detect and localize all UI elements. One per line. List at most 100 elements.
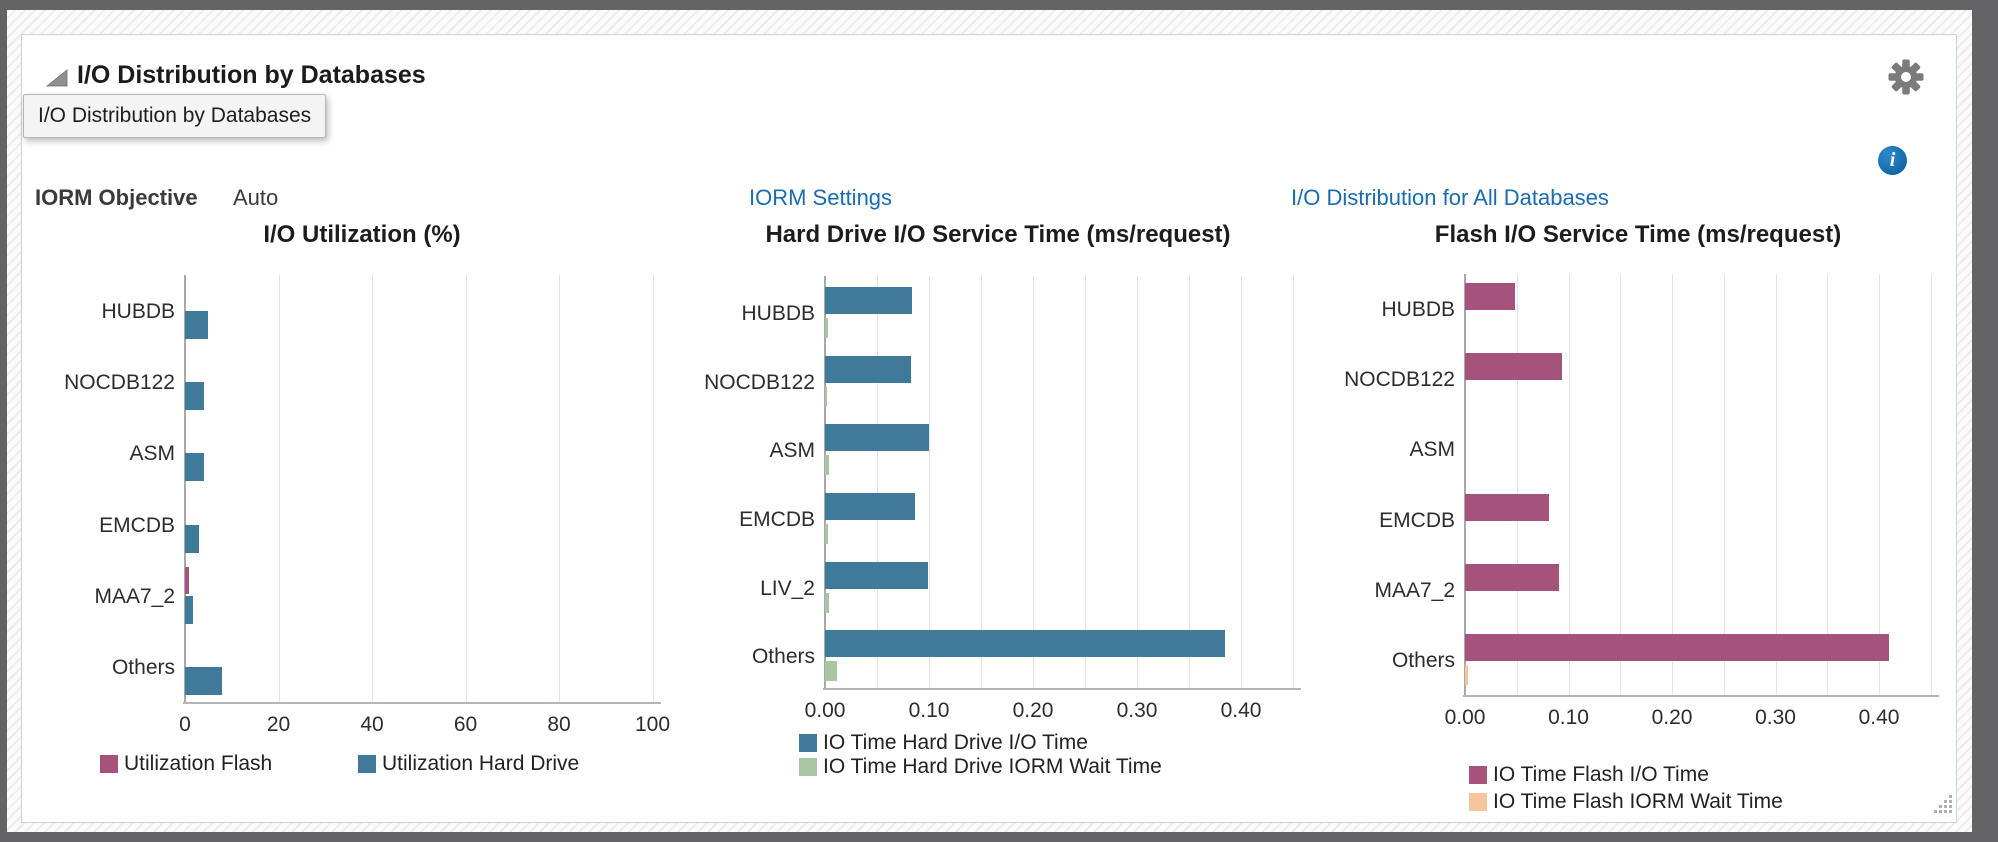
bar-io-time-flash-i-o-time[interactable] <box>1465 353 1563 381</box>
category-label: NOCDB122 <box>1344 368 1455 392</box>
bar-io-time-hard-drive-iorm-wait-time[interactable] <box>825 318 829 338</box>
tick-label: 60 <box>453 713 478 736</box>
tick-label: 0.40 <box>1858 706 1900 729</box>
tick-label: 0.30 <box>1755 706 1796 729</box>
bar-utilization-hard-drive[interactable] <box>185 311 209 339</box>
gridline <box>1827 274 1829 695</box>
tick-label: 0.00 <box>804 699 846 722</box>
gridline <box>1568 274 1570 695</box>
iorm-objective-label: IORM Objective <box>35 185 198 210</box>
bar-utilization-hard-drive[interactable] <box>185 382 204 411</box>
y-axis-line <box>184 275 186 702</box>
gridline <box>652 275 654 702</box>
tick-label: 20 <box>266 713 291 736</box>
legend-label: Utilization Hard Drive <box>382 752 580 775</box>
bar-utilization-hard-drive[interactable] <box>185 453 204 482</box>
collapse-triangle-icon[interactable] <box>45 69 68 87</box>
category-label: MAA7_2 <box>1374 578 1455 602</box>
gridline <box>877 276 878 688</box>
bar-io-time-hard-drive-iorm-wait-time[interactable] <box>825 386 828 407</box>
y-axis-line <box>824 276 826 688</box>
category-label: Others <box>751 645 815 669</box>
chart-title: Hard Drive I/O Service Time (ms/request) <box>765 221 1231 248</box>
y-axis-line <box>1464 274 1466 695</box>
bar-io-time-hard-drive-i-o-time[interactable] <box>825 493 916 520</box>
bar-utilization-hard-drive[interactable] <box>185 666 223 695</box>
legend-swatch <box>1469 766 1487 784</box>
bar-io-time-hard-drive-i-o-time[interactable] <box>825 630 1226 658</box>
tooltip: I/O Distribution by Databases <box>23 94 327 138</box>
tick-label: 40 <box>360 713 384 736</box>
x-axis-line <box>183 702 661 704</box>
panel-title: I/O Distribution by Databases <box>77 61 426 89</box>
legend-label: IO Time Hard Drive I/O Time <box>823 731 1088 754</box>
category-label: HUBDB <box>1381 298 1455 321</box>
io-distribution-panel: I/O Distribution by Databases I/O Distri… <box>21 34 1957 823</box>
tick-label: 0.10 <box>908 699 950 722</box>
category-label: Others <box>111 655 175 679</box>
legend-label: IO Time Hard Drive IORM Wait Time <box>823 755 1162 778</box>
bar-io-time-flash-i-o-time[interactable] <box>1465 283 1515 310</box>
legend-swatch <box>799 734 817 752</box>
gridline <box>1723 274 1725 695</box>
x-axis-line <box>823 688 1301 690</box>
gridline <box>1775 274 1777 695</box>
info-icon[interactable]: i <box>1878 146 1907 175</box>
category-label: ASM <box>129 442 175 466</box>
gridline <box>1293 276 1294 688</box>
tick-label: 0 <box>179 713 191 736</box>
category-label: LIV_2 <box>760 576 815 600</box>
category-label: EMCDB <box>1379 508 1455 532</box>
category-label: ASM <box>1409 438 1455 462</box>
bar-io-time-hard-drive-i-o-time[interactable] <box>825 355 912 383</box>
gridline <box>1672 274 1673 695</box>
bar-io-time-flash-i-o-time[interactable] <box>1465 493 1549 521</box>
bar-utilization-flash[interactable] <box>185 566 189 594</box>
gridline <box>1930 274 1932 695</box>
chart-title: I/O Utilization (%) <box>263 221 461 248</box>
gridline <box>372 275 373 702</box>
category-label: HUBDB <box>741 302 815 325</box>
category-label: NOCDB122 <box>704 370 815 394</box>
legend-swatch <box>799 758 817 776</box>
category-label: HUBDB <box>101 300 175 323</box>
tick-label: 0.00 <box>1444 706 1486 729</box>
bar-io-time-hard-drive-iorm-wait-time[interactable] <box>825 455 830 476</box>
iorm-settings-link[interactable]: IORM Settings <box>749 185 893 210</box>
bar-io-time-flash-iorm-wait-time[interactable] <box>1465 664 1469 685</box>
bar-io-time-flash-i-o-time[interactable] <box>1465 563 1560 591</box>
legend-label: Utilization Flash <box>124 752 273 775</box>
bar-utilization-hard-drive[interactable] <box>185 524 200 553</box>
tooltip-text: I/O Distribution by Databases <box>38 104 312 127</box>
legend-label: IO Time Flash IORM Wait Time <box>1493 790 1783 813</box>
bar-io-time-hard-drive-iorm-wait-time[interactable] <box>825 661 838 682</box>
bar-utilization-hard-drive[interactable] <box>185 595 194 624</box>
bar-io-time-hard-drive-i-o-time[interactable] <box>825 287 913 314</box>
category-label: EMCDB <box>99 513 175 537</box>
gridline <box>1137 276 1138 688</box>
category-label: EMCDB <box>739 508 815 531</box>
io-distribution-all-databases-link[interactable]: I/O Distribution for All Databases <box>1291 185 1609 210</box>
chart-title: Flash I/O Service Time (ms/request) <box>1434 221 1842 248</box>
bar-io-time-hard-drive-i-o-time[interactable] <box>825 424 929 452</box>
bar-io-time-hard-drive-iorm-wait-time[interactable] <box>825 524 829 544</box>
bar-io-time-hard-drive-i-o-time[interactable] <box>825 561 928 589</box>
tick-label: 0.40 <box>1220 699 1262 722</box>
tick-label: 0.20 <box>1651 706 1693 729</box>
category-label: ASM <box>769 439 815 463</box>
resize-grip-icon[interactable] <box>1934 795 1954 815</box>
gridline <box>929 276 930 688</box>
gridline <box>1516 274 1518 695</box>
tick-label: 80 <box>547 713 571 736</box>
category-label: NOCDB122 <box>64 371 175 395</box>
gridline <box>559 275 560 702</box>
gridline <box>278 275 280 702</box>
legend-swatch <box>100 755 118 773</box>
gridline <box>1189 276 1190 688</box>
gridline <box>1620 274 1622 695</box>
gridline <box>465 275 467 702</box>
legend-swatch <box>1469 793 1487 811</box>
gear-icon[interactable] <box>1886 57 1926 97</box>
bar-io-time-hard-drive-iorm-wait-time[interactable] <box>825 592 830 613</box>
bar-io-time-flash-i-o-time[interactable] <box>1465 633 1890 661</box>
